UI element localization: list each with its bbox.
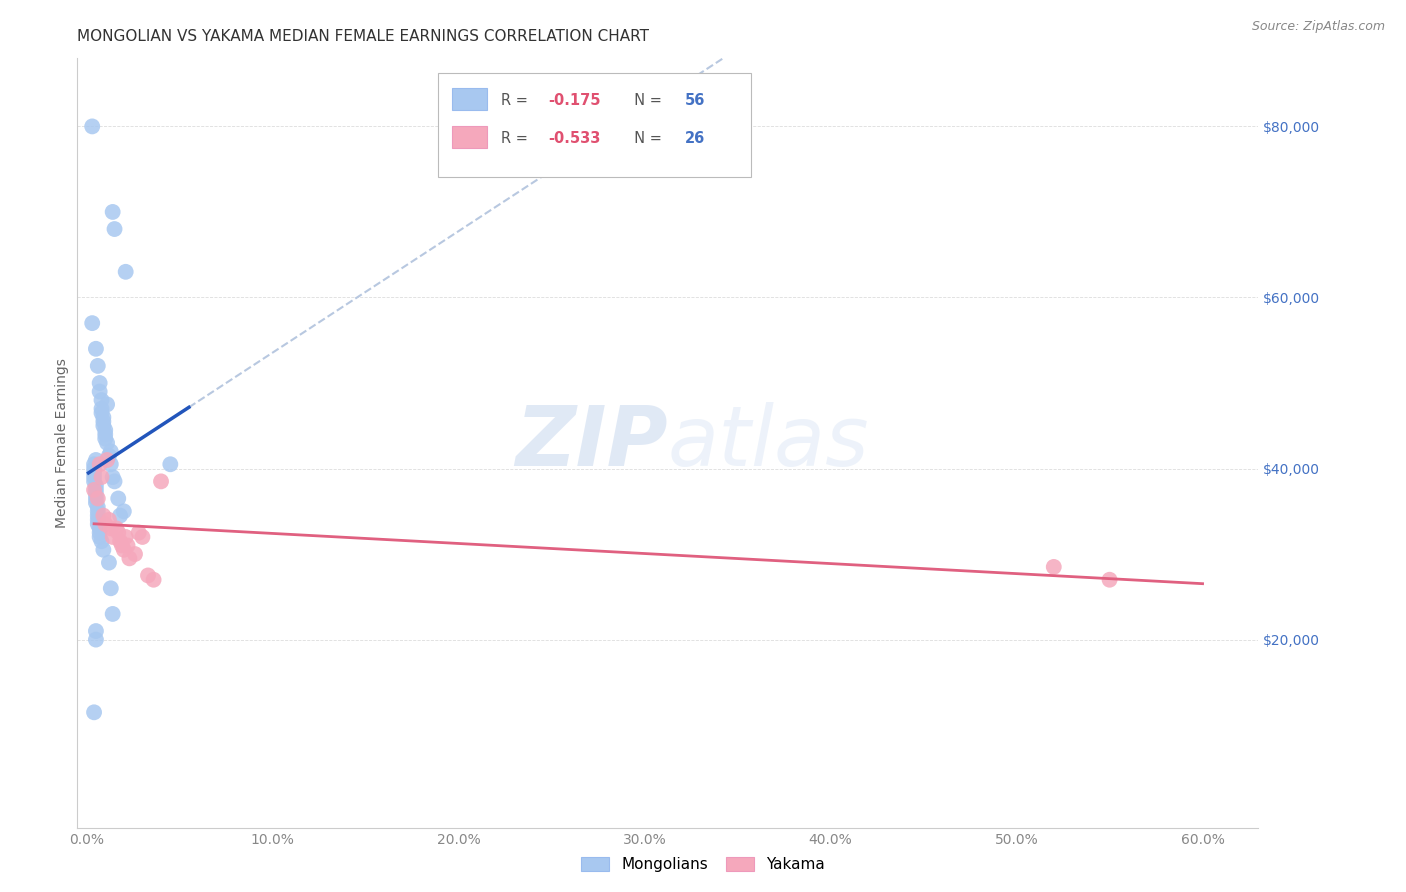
Legend: Mongolians, Yakama: Mongolians, Yakama — [574, 849, 832, 880]
Point — [96, 397, 118, 411]
Point — [84, 342, 107, 356]
Point — [84, 491, 107, 506]
Point — [82, 120, 104, 134]
Point — [84, 624, 107, 638]
Point — [103, 222, 125, 236]
Point — [83, 461, 105, 475]
Point — [87, 513, 110, 527]
Point — [89, 521, 111, 535]
Point — [114, 265, 136, 279]
Point — [111, 539, 134, 553]
Point — [124, 547, 146, 561]
Point — [117, 539, 139, 553]
Point — [83, 483, 105, 497]
Text: Source: ZipAtlas.com: Source: ZipAtlas.com — [1251, 20, 1385, 33]
Point — [84, 478, 107, 492]
Point — [89, 384, 111, 399]
Text: MONGOLIAN VS YAKAMA MEDIAN FEMALE EARNINGS CORRELATION CHART: MONGOLIAN VS YAKAMA MEDIAN FEMALE EARNIN… — [77, 29, 650, 45]
Point — [97, 556, 120, 570]
Point — [94, 427, 117, 442]
Point — [90, 534, 112, 549]
Point — [118, 551, 141, 566]
Point — [82, 316, 104, 330]
Text: R =: R = — [502, 131, 533, 146]
Point — [87, 359, 110, 373]
Point — [97, 449, 120, 463]
Point — [101, 470, 124, 484]
Text: -0.533: -0.533 — [548, 131, 600, 146]
FancyBboxPatch shape — [451, 127, 486, 148]
Point — [83, 470, 105, 484]
Point — [100, 582, 122, 596]
Text: N =: N = — [626, 131, 666, 146]
Y-axis label: Median Female Earnings: Median Female Earnings — [55, 358, 69, 528]
Point — [150, 475, 173, 489]
Point — [90, 401, 112, 416]
Point — [84, 453, 107, 467]
Point — [103, 475, 125, 489]
Point — [87, 517, 110, 532]
Point — [1098, 573, 1121, 587]
Point — [128, 525, 150, 540]
Text: -0.175: -0.175 — [548, 93, 600, 108]
Point — [97, 513, 120, 527]
Point — [107, 525, 129, 540]
Point — [90, 393, 112, 408]
FancyBboxPatch shape — [451, 88, 486, 110]
Point — [94, 432, 117, 446]
Point — [94, 423, 117, 437]
Point — [101, 607, 124, 621]
Point — [96, 435, 118, 450]
Point — [105, 521, 128, 535]
Point — [83, 706, 105, 720]
Text: N =: N = — [626, 93, 666, 108]
Point — [100, 457, 122, 471]
Text: 26: 26 — [685, 131, 704, 146]
Point — [100, 521, 122, 535]
Point — [83, 466, 105, 480]
Point — [93, 415, 115, 429]
Point — [87, 508, 110, 523]
Point — [142, 573, 165, 587]
Point — [93, 418, 115, 433]
Point — [101, 530, 124, 544]
Point — [93, 410, 115, 425]
Point — [1042, 560, 1064, 574]
Point — [112, 542, 135, 557]
FancyBboxPatch shape — [437, 73, 751, 178]
Point — [89, 457, 111, 471]
Point — [114, 530, 136, 544]
Text: R =: R = — [502, 93, 533, 108]
Point — [101, 205, 124, 219]
Point — [96, 453, 118, 467]
Point — [89, 525, 111, 540]
Point — [94, 517, 117, 532]
Point — [89, 530, 111, 544]
Point — [107, 491, 129, 506]
Point — [90, 406, 112, 420]
Point — [83, 475, 105, 489]
Text: ZIP: ZIP — [515, 402, 668, 483]
Point — [93, 508, 115, 523]
Point — [84, 496, 107, 510]
Point — [83, 457, 105, 471]
Point — [93, 542, 115, 557]
Point — [108, 534, 131, 549]
Point — [100, 444, 122, 458]
Point — [87, 504, 110, 518]
Point — [131, 530, 153, 544]
Point — [89, 376, 111, 390]
Point — [87, 500, 110, 514]
Point — [108, 508, 131, 523]
Text: 56: 56 — [685, 93, 704, 108]
Point — [84, 632, 107, 647]
Point — [159, 457, 181, 471]
Text: atlas: atlas — [668, 402, 869, 483]
Point — [90, 470, 112, 484]
Point — [87, 491, 110, 506]
Point — [112, 504, 135, 518]
Point — [84, 483, 107, 497]
Point — [136, 568, 159, 582]
Point — [84, 487, 107, 501]
